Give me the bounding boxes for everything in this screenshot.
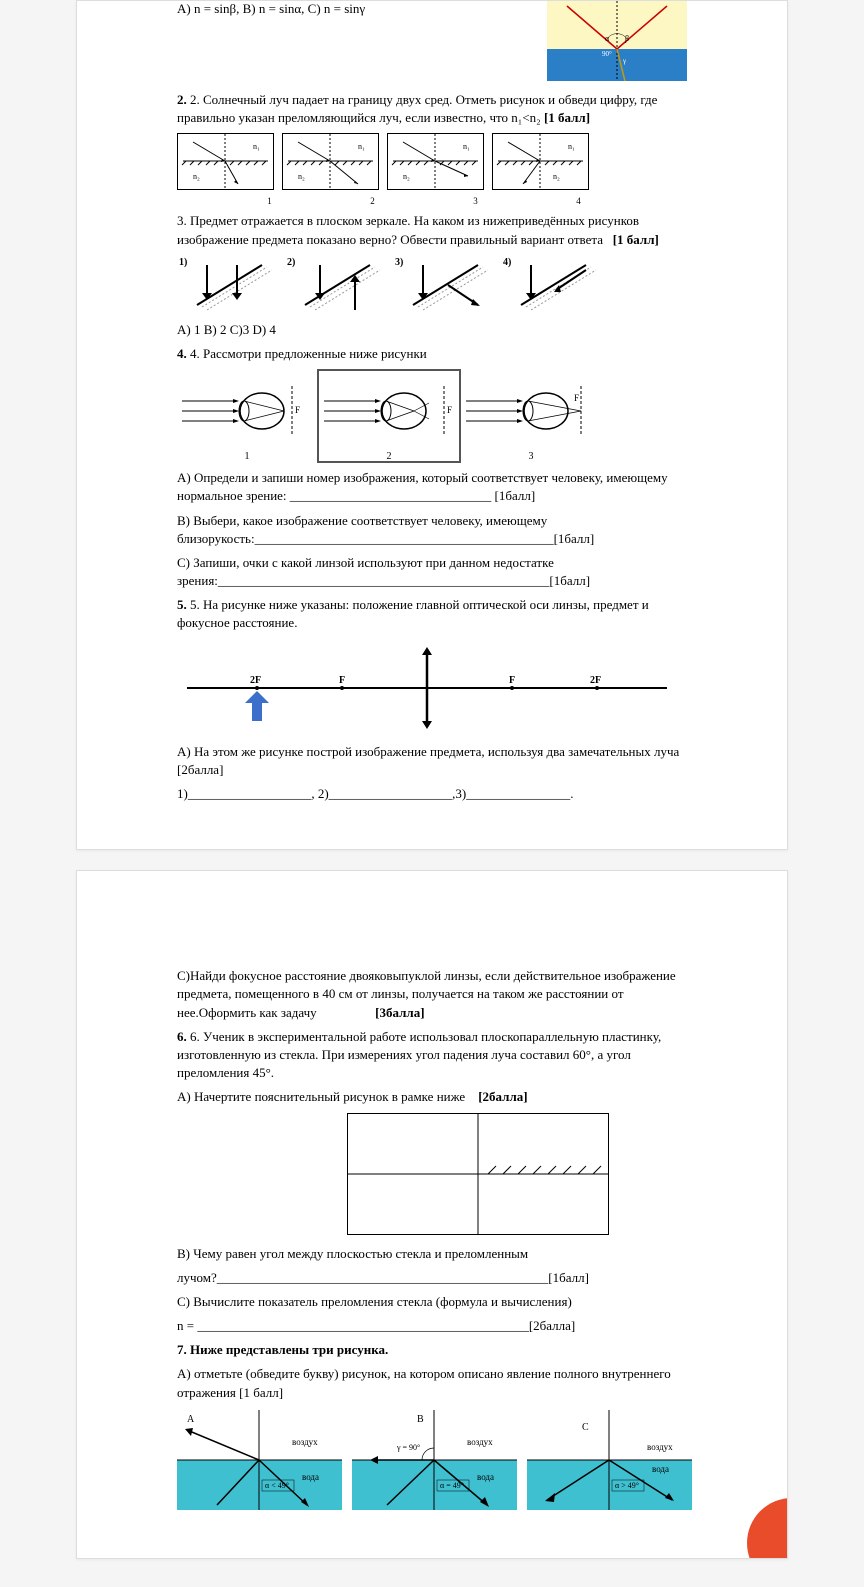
q3-images: 1) 2) <box>177 255 687 315</box>
svg-text:A: A <box>187 1414 195 1425</box>
svg-text:3): 3) <box>395 257 403 268</box>
svg-text:4): 4) <box>503 257 511 268</box>
q2-box-2: n₁ n₂ <box>282 133 379 190</box>
q3-box-3: 3) <box>393 255 493 315</box>
svg-text:F: F <box>509 675 515 686</box>
q6-n: n = ____________________________________… <box>177 1317 687 1335</box>
q7-box-b: γ = 90° B воздух вода α = 49° <box>352 1410 517 1510</box>
svg-text:C: C <box>582 1422 589 1433</box>
q7-a: А) отметьте (обведите букву) рисунок, на… <box>177 1365 687 1401</box>
q3-options: A) 1 B) 2 C)3 D) 4 <box>177 321 687 339</box>
q5-title-text: 5. На рисунке ниже указаны: положение гл… <box>177 597 649 630</box>
q2-box-3: n₁ n₂ <box>387 133 484 190</box>
q5c: С)Найди фокусное расстояние двояковыпукл… <box>177 967 687 1022</box>
q7-title: 7. Ниже представлены три рисунка. <box>177 1341 687 1359</box>
q6-text: 6. 6. Ученик в экспериментальной работе … <box>177 1028 687 1083</box>
q4-title-text: 4. Рассмотри предложенные ниже рисунки <box>190 346 427 361</box>
q4-images: F 1 F <box>177 369 687 463</box>
svg-text:2): 2) <box>287 257 295 268</box>
q4-eye-3: F 3 <box>461 371 601 461</box>
q3-text: 3. Предмет отражается в плоском зеркале.… <box>177 212 687 248</box>
svg-text:γ: γ <box>622 57 626 65</box>
q6-b: B) Чему равен угол между плоскостью стек… <box>177 1245 687 1263</box>
q6-a-text: А) Начертите пояснительный рисунок в рам… <box>177 1089 465 1104</box>
q5c-text: С)Найди фокусное расстояние двояковыпукл… <box>177 968 676 1019</box>
svg-text:1): 1) <box>179 257 187 268</box>
q2-num-4: 4 <box>531 196 626 206</box>
q7-box-a: A воздух вода α < 49° <box>177 1410 342 1510</box>
q2-num-2: 2 <box>325 196 420 206</box>
q6-b2: лучом?__________________________________… <box>177 1269 687 1287</box>
q3-box-1: 1) <box>177 255 277 315</box>
svg-text:n₁: n₁ <box>253 142 260 151</box>
svg-text:вода: вода <box>652 1464 669 1474</box>
page-2: С)Найди фокусное расстояние двояковыпукл… <box>76 870 788 1559</box>
q4-b: B) Выбери, какое изображение соответству… <box>177 512 687 548</box>
q2-box-1: n₁ n₂ <box>177 133 274 190</box>
svg-text:n₂: n₂ <box>193 172 200 181</box>
q2-num-1: 1 <box>222 196 317 206</box>
svg-text:воздух: воздух <box>292 1437 318 1447</box>
svg-text:2F: 2F <box>250 675 261 686</box>
svg-text:n₁: n₁ <box>568 142 575 151</box>
svg-text:β: β <box>625 34 629 43</box>
svg-text:n₂: n₂ <box>403 172 410 181</box>
svg-text:F: F <box>339 675 345 686</box>
page-1: A) n = sinβ, B) n = sinα, C) n = sinγ α … <box>76 0 788 850</box>
q3-body: 3. Предмет отражается в плоском зеркале.… <box>177 213 639 246</box>
q4-num-3: 3 <box>461 451 601 462</box>
q7-box-c: C воздух вода α > 49° <box>527 1410 692 1510</box>
svg-text:n₂: n₂ <box>298 172 305 181</box>
q4-num-1: 1 <box>177 451 317 462</box>
svg-text:вода: вода <box>477 1472 494 1482</box>
q4-c: C) Запиши, очки с какой линзой использую… <box>177 554 687 590</box>
svg-text:α = 49°: α = 49° <box>440 1481 464 1490</box>
q2-numbers: 1 2 3 4 <box>177 196 687 206</box>
q1-row: A) n = sinβ, B) n = sinα, C) n = sinγ α … <box>177 1 687 81</box>
q4-a: A) Определи и запиши номер изображения, … <box>177 469 687 505</box>
svg-text:α > 49°: α > 49° <box>615 1481 639 1490</box>
q4-title: 4. 4. Рассмотри предложенные ниже рисунк… <box>177 345 687 363</box>
q5c-score: [3балла] <box>375 1005 424 1020</box>
svg-text:воздух: воздух <box>467 1437 493 1447</box>
svg-text:воздух: воздух <box>647 1442 673 1452</box>
q5-title: 5. 5. На рисунке ниже указаны: положение… <box>177 596 687 632</box>
refraction-image: α β 90° γ <box>547 1 687 81</box>
svg-text:n₁: n₁ <box>463 142 470 151</box>
q6-frame <box>347 1113 609 1235</box>
q4-num-2: 2 <box>319 451 459 462</box>
q6-a-score: [2балла] <box>478 1089 527 1104</box>
q2-num-3: 3 <box>428 196 523 206</box>
svg-text:F: F <box>295 405 300 415</box>
q2-box-4: n₁ n₂ <box>492 133 589 190</box>
svg-text:n₂: n₂ <box>553 172 560 181</box>
q3-box-2: 2) <box>285 255 385 315</box>
q6-body: 6. Ученик в экспериментальной работе исп… <box>177 1029 661 1080</box>
svg-text:B: B <box>417 1414 424 1425</box>
svg-text:α < 49°: α < 49° <box>265 1481 289 1490</box>
q5-a: A) На этом же рисунке построй изображени… <box>177 743 687 779</box>
svg-text:F: F <box>447 405 452 415</box>
svg-text:вода: вода <box>302 1472 319 1482</box>
q5-blanks: 1)___________________, 2)_______________… <box>177 785 687 803</box>
svg-text:γ = 90°: γ = 90° <box>396 1443 420 1452</box>
q4-eye-1: F 1 <box>177 371 317 461</box>
svg-text:F: F <box>574 393 579 403</box>
q4-eye-2: F 2 <box>317 369 461 463</box>
q6-a: А) Начертите пояснительный рисунок в рам… <box>177 1088 687 1106</box>
q1-formulas: A) n = sinβ, B) n = sinα, C) n = sinγ <box>177 1 507 17</box>
q2-score: [1 балл] <box>544 110 590 125</box>
svg-text:n₁: n₁ <box>358 142 365 151</box>
q7-images: A воздух вода α < 49° <box>177 1410 687 1510</box>
q5-diagram: 2F F F 2F <box>177 643 687 733</box>
q6-c: C) Вычислите показатель преломления стек… <box>177 1293 687 1311</box>
svg-text:2F: 2F <box>590 675 601 686</box>
q3-score: [1 балл] <box>613 232 659 247</box>
q2-text: 2. 2. Солнечный луч падает на границу дв… <box>177 91 687 127</box>
svg-text:90°: 90° <box>602 50 612 58</box>
q2-images: n₁ n₂ n₁ n₂ <box>177 133 687 190</box>
q3-box-4: 4) <box>501 255 601 315</box>
